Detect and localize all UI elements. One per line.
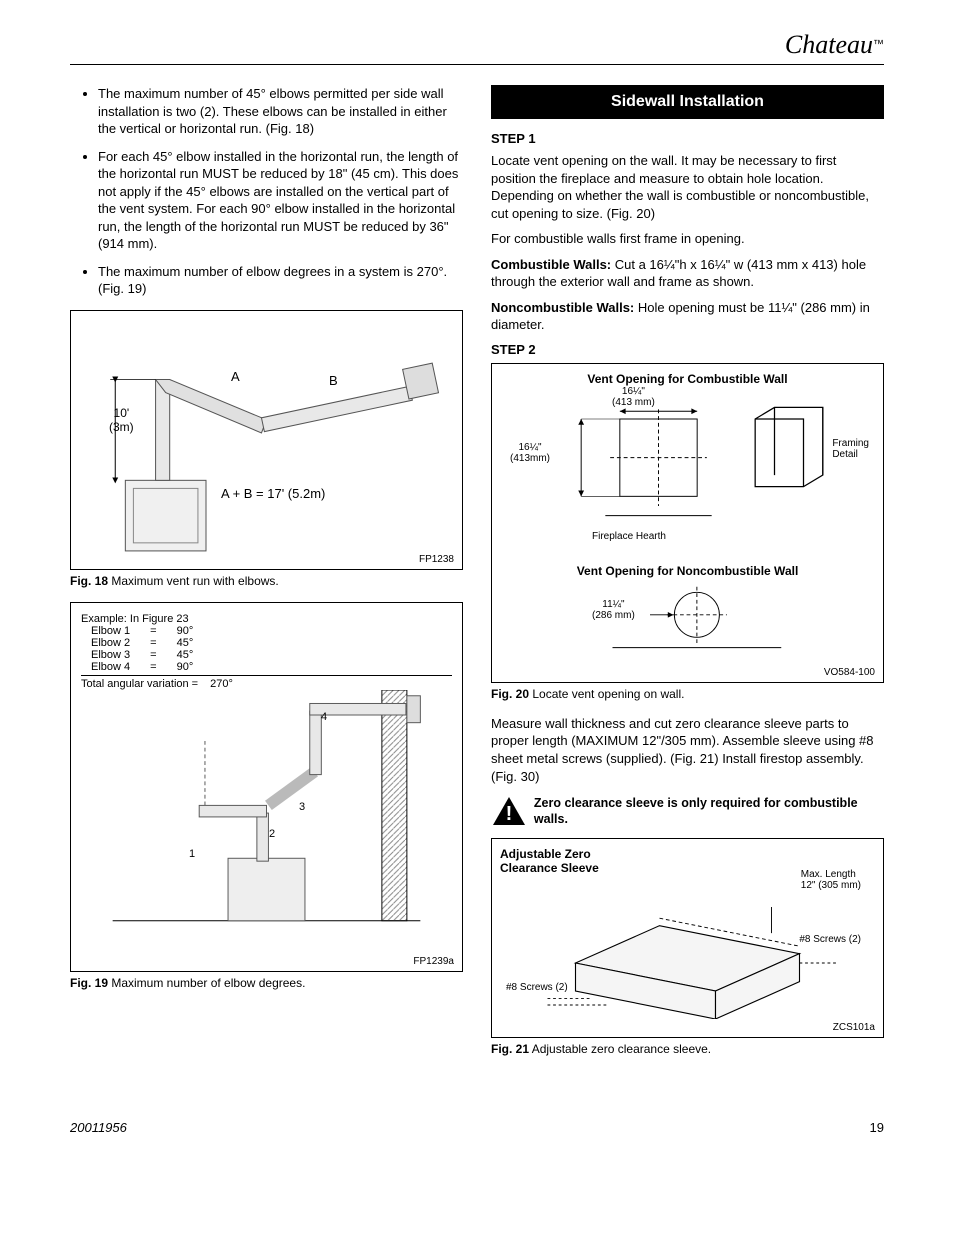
step2-title: STEP 2 [491,342,884,357]
fig18-dim-v: 10' (3m) [109,406,134,434]
cell: Elbow 3 [81,649,140,661]
fig18-equation: A + B = 17' (5.2m) [221,486,325,501]
fig20-sub1: Vent Opening for Combustible Wall [500,372,875,386]
warning-block: ! Zero clearance sleeve is only required… [491,795,884,828]
fig21-caption-text: Adjustable zero clearance sleeve. [529,1042,711,1056]
fig20-caption-text: Locate vent opening on wall. [529,687,684,701]
fig19-elbow-table: Elbow 1=90° Elbow 2=45° Elbow 3=45° Elbo… [81,625,203,673]
fig21-maxlen: Max. Length 12" (305 mm) [801,869,861,891]
cell: 90° [167,625,204,637]
bullet-item: The maximum number of elbow degrees in a… [98,263,463,298]
fig20-svg2 [500,582,875,657]
table-row: Elbow 2=45° [81,637,203,649]
fig20-dim-h: 16¼" (413mm) [510,442,550,464]
fig19-caption-bold: Fig. 19 [70,976,108,990]
step1-p2: For combustible walls first frame in ope… [491,230,884,248]
fig21-caption-bold: Fig. 21 [491,1042,529,1056]
brand-name: Chateau [785,30,873,59]
fig19-n1: 1 [189,848,195,860]
figure-19-box: Example: In Figure 23 Elbow 1=90° Elbow … [70,602,463,972]
svg-text:!: ! [506,803,513,825]
fig18-caption-text: Maximum vent run with elbows. [108,574,279,588]
fig18-label-b: B [329,373,338,388]
fig20-caption-bold: Fig. 20 [491,687,529,701]
figure-20-box: Vent Opening for Combustible Wall [491,363,884,683]
cell: 45° [167,637,204,649]
cell: = [140,649,166,661]
cell: 90° [167,661,204,673]
warning-text: Zero clearance sleeve is only required f… [534,795,884,828]
fig19-n2: 2 [269,828,275,840]
cell: Elbow 4 [81,661,140,673]
page-header: Chateau™ [70,30,884,65]
two-column-layout: The maximum number of 45° elbows permitt… [70,85,884,1070]
fig21-code: ZCS101a [833,1022,875,1033]
table-row: Elbow 1=90° [81,625,203,637]
fig19-n4: 4 [321,711,327,723]
combustible-walls: Combustible Walls: Cut a 16¼"h x 16¼" w … [491,256,884,291]
fig20-caption: Fig. 20 Locate vent opening on wall. [491,687,884,701]
bullet-item: The maximum number of 45° elbows permitt… [98,85,463,138]
fig21-screws2: #8 Screws (2) [506,982,568,993]
cell: = [140,661,166,673]
fig19-total-label: Total angular variation = [81,678,198,690]
fig19-caption-text: Maximum number of elbow degrees. [108,976,305,990]
page-number: 19 [870,1120,884,1135]
noncomb-label: Noncombustible Walls: [491,300,634,315]
cell: = [140,625,166,637]
fig20-dim-d: 11¼" (286 mm) [592,599,635,621]
noncombustible-walls: Noncombustible Walls: Hole opening must … [491,299,884,334]
fig20-sub2: Vent Opening for Noncombustible Wall [500,564,875,578]
fig19-total-val: 270° [210,678,233,690]
step1-title: STEP 1 [491,131,884,146]
fig19-example-title: Example: In Figure 23 [81,613,452,625]
fig21-caption: Fig. 21 Adjustable zero clearance sleeve… [491,1042,884,1056]
fig20-dim-w: 16¼" (413 mm) [612,386,655,408]
figure-18-svg [79,319,454,561]
fig18-caption-bold: Fig. 18 [70,574,108,588]
fig21-screws: #8 Screws (2) [799,934,861,945]
fig19-code: FP1239a [413,956,454,967]
figure-18-box: 10' (3m) A B A + B = 17' (5.2m) FP1238 [70,310,463,570]
fig21-svg [500,879,875,1019]
doc-number: 20011956 [70,1120,127,1135]
warning-icon: ! [491,795,526,827]
left-column: The maximum number of 45° elbows permitt… [70,85,463,1070]
cell: = [140,637,166,649]
fig20-framing: Framing Detail [832,438,869,460]
figure-19-svg [81,690,452,940]
bullet-item: For each 45° elbow installed in the hori… [98,148,463,253]
fig19-n3: 3 [299,801,305,813]
fig18-code: FP1238 [419,554,454,565]
table-row: Elbow 3=45° [81,649,203,661]
fig20-hearth: Fireplace Hearth [592,531,666,542]
fig20-code: VO584-100 [824,667,875,678]
fig18-caption: Fig. 18 Maximum vent run with elbows. [70,574,463,588]
cell: Elbow 2 [81,637,140,649]
fig20-svg1 [500,390,875,535]
step2-p: Measure wall thickness and cut zero clea… [491,715,884,785]
table-row: Elbow 4=90° [81,661,203,673]
page-footer: 20011956 19 [70,1120,884,1135]
cell: 45° [167,649,204,661]
trademark: ™ [873,39,884,51]
comb-label: Combustible Walls: [491,257,611,272]
step1-p1: Locate vent opening on the wall. It may … [491,152,884,222]
fig18-label-a: A [231,369,240,384]
cell: Elbow 1 [81,625,140,637]
section-banner: Sidewall Installation [491,85,884,119]
figure-21-box: Adjustable Zero Clearance Sleeve Max. L [491,838,884,1038]
right-column: Sidewall Installation STEP 1 Locate vent… [491,85,884,1070]
fig19-caption: Fig. 19 Maximum number of elbow degrees. [70,976,463,990]
bullet-list: The maximum number of 45° elbows permitt… [70,85,463,298]
